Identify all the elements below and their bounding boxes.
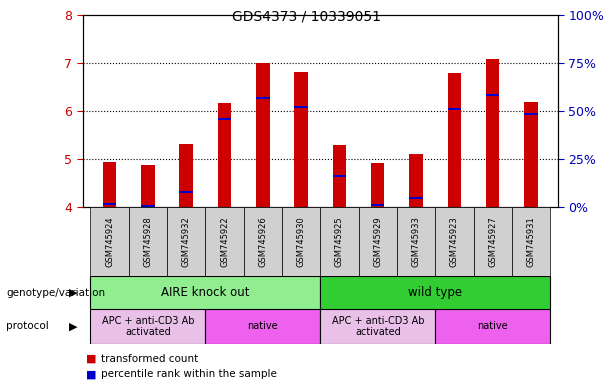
Text: GSM745930: GSM745930 <box>297 217 306 267</box>
Bar <box>474 207 512 276</box>
Bar <box>91 207 129 276</box>
Bar <box>371 204 384 206</box>
Bar <box>524 102 538 207</box>
Bar <box>409 154 423 207</box>
Text: GSM745928: GSM745928 <box>143 217 153 267</box>
Text: GSM745929: GSM745929 <box>373 217 383 267</box>
Bar <box>359 207 397 276</box>
Text: ▶: ▶ <box>69 321 78 331</box>
Text: APC + anti-CD3 Ab
activated: APC + anti-CD3 Ab activated <box>102 316 194 337</box>
Bar <box>435 207 474 276</box>
Text: wild type: wild type <box>408 286 462 299</box>
Bar <box>435 309 550 344</box>
Text: GSM745922: GSM745922 <box>220 217 229 267</box>
Bar <box>218 118 231 119</box>
Bar <box>294 72 308 207</box>
Bar <box>91 276 321 309</box>
Bar <box>321 309 435 344</box>
Text: ■: ■ <box>86 369 96 379</box>
Bar <box>103 162 116 207</box>
Text: GSM745931: GSM745931 <box>527 217 536 267</box>
Text: GSM745924: GSM745924 <box>105 217 114 267</box>
Bar <box>321 207 359 276</box>
Text: native: native <box>248 321 278 331</box>
Text: GSM745923: GSM745923 <box>450 217 459 267</box>
Bar <box>141 205 154 207</box>
Bar <box>244 207 282 276</box>
Text: APC + anti-CD3 Ab
activated: APC + anti-CD3 Ab activated <box>332 316 424 337</box>
Bar <box>397 207 435 276</box>
Bar <box>218 103 231 207</box>
Text: GSM745926: GSM745926 <box>258 217 267 267</box>
Bar <box>256 63 270 207</box>
Bar <box>294 106 308 108</box>
Bar <box>524 113 538 115</box>
Bar <box>371 163 384 207</box>
Bar <box>282 207 321 276</box>
Bar <box>103 203 116 205</box>
Text: protocol: protocol <box>6 321 49 331</box>
Text: GSM745925: GSM745925 <box>335 217 344 267</box>
Text: GSM745933: GSM745933 <box>411 217 421 267</box>
Bar <box>409 197 423 199</box>
Text: ▶: ▶ <box>69 288 78 298</box>
Bar <box>180 191 193 193</box>
Bar <box>205 207 244 276</box>
Bar <box>256 97 270 99</box>
Text: ■: ■ <box>86 354 96 364</box>
Text: GSM745927: GSM745927 <box>488 217 497 267</box>
Text: native: native <box>478 321 508 331</box>
Bar <box>333 145 346 207</box>
Bar <box>141 165 154 207</box>
Bar <box>512 207 550 276</box>
Bar <box>321 276 550 309</box>
Bar <box>486 59 500 207</box>
Bar <box>333 175 346 177</box>
Bar <box>129 207 167 276</box>
Bar <box>205 309 321 344</box>
Bar <box>447 108 461 110</box>
Text: genotype/variation: genotype/variation <box>6 288 105 298</box>
Bar <box>447 73 461 207</box>
Bar <box>91 309 205 344</box>
Bar <box>180 144 193 207</box>
Text: AIRE knock out: AIRE knock out <box>161 286 249 299</box>
Text: GDS4373 / 10339051: GDS4373 / 10339051 <box>232 10 381 23</box>
Bar <box>486 94 500 96</box>
Text: percentile rank within the sample: percentile rank within the sample <box>101 369 277 379</box>
Text: transformed count: transformed count <box>101 354 199 364</box>
Text: GSM745932: GSM745932 <box>181 217 191 267</box>
Bar <box>167 207 205 276</box>
